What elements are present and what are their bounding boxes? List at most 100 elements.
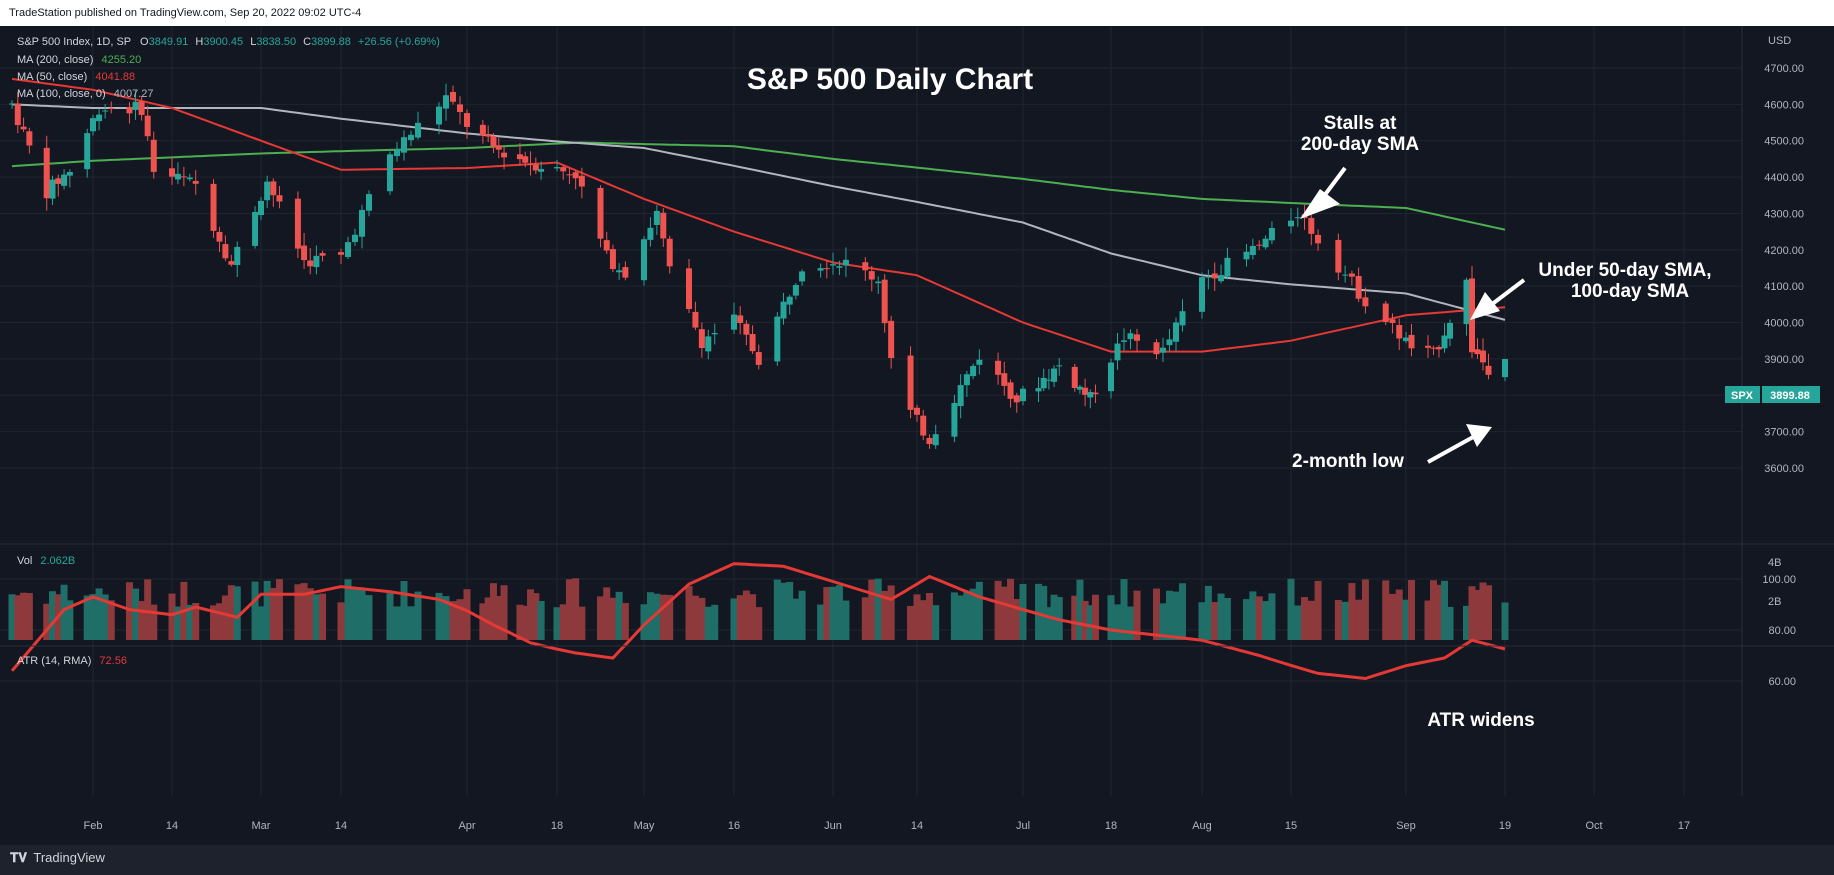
candle-body (186, 177, 193, 180)
candle-body (705, 336, 712, 352)
volume-bar (786, 581, 794, 640)
candle-body (210, 183, 217, 231)
candle-body (102, 110, 109, 112)
volume-bar (1040, 585, 1048, 640)
candle-body (276, 195, 283, 202)
volume-bar (1091, 594, 1099, 640)
volume-bar (913, 594, 921, 640)
candle-body (84, 133, 91, 170)
volume-bar (1395, 589, 1403, 640)
candle-body (1502, 358, 1508, 378)
candle-body (1480, 350, 1486, 363)
volume-bar (868, 579, 876, 640)
candle-body (1218, 275, 1225, 282)
volume-bar (306, 588, 314, 640)
candle-body (1268, 227, 1275, 241)
volume-bar (1076, 579, 1084, 640)
candle-body (1051, 368, 1058, 382)
time-axis[interactable]: Feb 14 Mar 14 Apr 18 May 16 Jun 14 Jul 18 Aug 15 Sep 19… (84, 820, 1691, 832)
candle-body (749, 334, 756, 352)
atr-tick-label: 100.00 (1762, 574, 1796, 586)
candle-body (823, 268, 830, 270)
price-tick-label: 4600.00 (1764, 99, 1804, 111)
volume-bar (553, 607, 561, 640)
candle-body (970, 365, 977, 377)
legend-symbol: S&P 500 Index, 1D, SP (17, 36, 131, 48)
chart-area[interactable]: 4700.00 4600.00 4500.00 4400.00 4300.00 4200.… (0, 26, 1834, 845)
volume-bar (1086, 605, 1094, 640)
currency-label: USD (1768, 35, 1791, 47)
tradingview-logo[interactable]: 𝐓𝐕 TradingView (10, 850, 105, 866)
time-tick-label: 14 (166, 820, 178, 832)
candle-body (150, 139, 157, 172)
candle-body (1396, 324, 1403, 339)
candle-body (566, 174, 573, 176)
volume-bar (1045, 607, 1053, 640)
volume-bar (975, 581, 983, 640)
candle-body (144, 115, 151, 137)
volume-bar (842, 600, 850, 640)
candle-body (1211, 273, 1218, 279)
time-tick-label: 18 (1105, 820, 1117, 832)
volume-bar (407, 606, 415, 640)
volume-bar (489, 583, 497, 640)
volume-bar (666, 595, 674, 640)
volume-bar (435, 592, 443, 640)
candle-body (301, 245, 308, 261)
volume-bar (95, 588, 103, 640)
volume-tick-label: 2B (1768, 596, 1781, 608)
volume-bar (132, 588, 140, 640)
candle-body (686, 268, 692, 310)
volume-bar (1081, 600, 1089, 640)
candle-body (527, 163, 534, 165)
volume-bar (1107, 595, 1115, 640)
volume-bar (1435, 584, 1443, 640)
legend-low: 3838.50 (256, 36, 296, 48)
candle-body (1179, 311, 1186, 326)
candle-body (647, 227, 654, 240)
volume-bar (704, 606, 712, 640)
candle-body (1355, 275, 1362, 299)
candle-body (532, 164, 539, 171)
volume-bar (386, 593, 394, 640)
legend-line-ohlc: S&P 500 Index, 1D, SP O3849.91 H3900.45 … (17, 36, 440, 48)
volume-bar (463, 589, 471, 640)
candle-body (1071, 366, 1078, 389)
candle-body (774, 316, 781, 362)
volume-bar (138, 600, 146, 640)
candle-body (132, 101, 139, 110)
volume-bar (144, 579, 152, 640)
legend-high: 3900.45 (203, 36, 243, 48)
volume-bar (957, 595, 965, 640)
candle-body (436, 106, 442, 125)
volume-bar (1204, 585, 1212, 640)
candle-body (1403, 337, 1409, 342)
volume-bar (603, 587, 611, 640)
volume-bar (1262, 601, 1270, 640)
candle-body (307, 260, 314, 267)
legend-atr-label: ATR (14, RMA) (17, 655, 91, 667)
legend-vol-value: 2.062B (40, 555, 75, 567)
price-axis[interactable]: 4700.00 4600.00 4500.00 4400.00 4300.00 4200.… (1762, 63, 1804, 688)
candle-body (319, 253, 326, 256)
volume-bar (1361, 579, 1369, 640)
candle-body (222, 244, 229, 259)
candle-body (522, 156, 529, 163)
volume-bar (874, 578, 882, 640)
volume-bar (1255, 596, 1263, 640)
legend-ma200-label: MA (200, close) (17, 54, 93, 66)
legend-line-ma100: MA (100, close, 0) 4007.27 (17, 88, 153, 100)
candle-body (90, 118, 96, 132)
volume-bar (66, 600, 74, 640)
volume-bar (1217, 593, 1225, 640)
volume-bar (1382, 580, 1390, 640)
volume-bar (755, 607, 763, 640)
arrow-stalls (1300, 166, 1347, 219)
volume-bar (257, 606, 265, 640)
legend-change: +26.56 (+0.69%) (358, 36, 440, 48)
candle-body (578, 175, 585, 187)
volume-bar (1408, 580, 1415, 640)
volume-bar (101, 594, 109, 640)
volume-bar (823, 587, 831, 640)
candle-body (401, 137, 407, 153)
